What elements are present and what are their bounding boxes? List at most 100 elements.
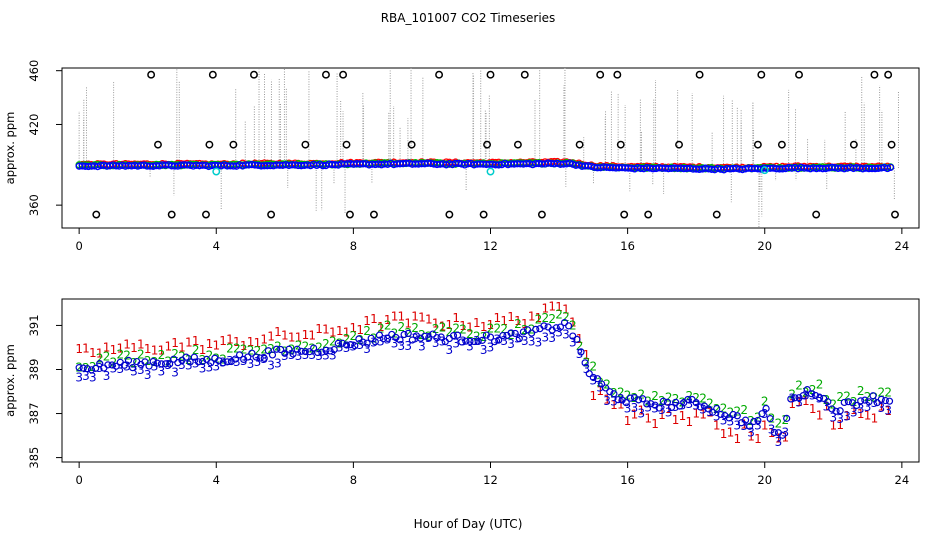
average-point	[466, 337, 474, 346]
average-point	[219, 359, 227, 367]
series-marker: 1	[816, 408, 824, 422]
series-marker: 1	[631, 408, 639, 422]
average-point	[589, 373, 597, 382]
average-point	[157, 360, 166, 368]
series-marker: 3	[555, 326, 563, 340]
series-marker: 1	[528, 310, 536, 324]
plot-frame	[61, 67, 920, 229]
series-marker: 2	[740, 403, 748, 417]
outlier-point	[695, 70, 704, 79]
series-marker: 3	[638, 406, 646, 420]
series-marker: 2	[439, 320, 447, 334]
average-point	[626, 394, 634, 402]
series-marker: 3	[686, 397, 694, 411]
average-point	[815, 394, 824, 402]
y-tick-label: 391	[27, 314, 41, 336]
x-tick-label: 4	[213, 239, 220, 253]
average-point	[285, 345, 293, 353]
series-marker: 1	[850, 403, 858, 417]
series-marker: 2	[706, 396, 714, 410]
average-point	[746, 422, 754, 430]
top-panel: 0 4 8 12 16 20 24 360 420 460 approx. ppm	[3, 60, 920, 253]
series-marker: 3	[137, 363, 145, 377]
series-marker: 2	[692, 391, 700, 405]
average-point	[877, 395, 885, 403]
average-point	[449, 332, 458, 340]
series-marker: 2	[555, 308, 563, 322]
series-marker: 1	[151, 344, 159, 358]
series-marker: 1	[336, 324, 344, 338]
series-marker: 1	[877, 399, 885, 413]
series-marker: 2	[603, 377, 611, 391]
average-point	[885, 397, 894, 405]
series-marker: 1	[775, 432, 783, 446]
series-marker: 1	[727, 425, 735, 439]
series-marker: 3	[816, 391, 824, 405]
series-marker: 1	[96, 347, 104, 361]
average-point	[799, 392, 807, 400]
series-marker: 2	[850, 395, 858, 409]
average-point	[482, 331, 490, 339]
series-marker: 3	[418, 339, 426, 353]
series-marker: 2	[308, 342, 316, 356]
average-point	[474, 337, 482, 346]
average-point	[647, 400, 655, 408]
average-point	[832, 407, 840, 415]
average-point	[153, 359, 161, 367]
outlier-point	[267, 210, 276, 219]
outlier-point	[520, 70, 529, 79]
series-marker: 1	[391, 310, 399, 324]
series-marker: 1	[302, 328, 310, 342]
series-marker: 3	[535, 336, 543, 350]
series-marker: 2	[843, 390, 851, 404]
average-point	[363, 339, 371, 347]
calibration-point	[212, 167, 221, 176]
y-tick-label: 460	[27, 60, 41, 82]
series-marker: 2	[590, 360, 598, 374]
series-marker: 2	[116, 348, 124, 362]
average-point	[342, 341, 351, 349]
average-point	[231, 355, 240, 363]
series-marker: 3	[377, 335, 385, 349]
series-marker: 2	[75, 360, 83, 374]
average-point	[429, 330, 437, 338]
series-marker: 1	[82, 342, 90, 356]
average-point	[384, 334, 392, 343]
series-marker: 3	[75, 370, 83, 384]
series-marker: 3	[603, 394, 611, 408]
y-tick-label: 360	[27, 194, 41, 216]
average-point	[606, 388, 614, 396]
series-marker: 1	[562, 302, 570, 316]
average-point	[791, 394, 799, 402]
series-marker: 2	[363, 324, 371, 338]
outlier-point	[575, 140, 584, 149]
average-point	[83, 365, 91, 373]
series-marker: 1	[679, 409, 687, 423]
x-tick-label: 20	[757, 473, 772, 487]
series-marker: 1	[514, 314, 522, 328]
y-tick-label: 389	[27, 359, 41, 381]
series-marker: 3	[733, 418, 741, 432]
series-marker: 2	[192, 343, 200, 357]
average-point	[161, 360, 170, 368]
series-marker: 1	[137, 338, 145, 352]
average-point	[581, 359, 589, 367]
average-point	[75, 364, 83, 372]
average-point	[565, 322, 573, 330]
x-tick-label: 0	[75, 473, 82, 487]
average-point	[758, 410, 766, 418]
series-marker: 3	[452, 337, 460, 351]
series-marker: 1	[548, 300, 556, 314]
outlier-point	[616, 140, 625, 149]
average-point	[416, 334, 425, 342]
series-marker: 2	[315, 340, 323, 354]
outlier-point	[757, 70, 766, 79]
average-point	[281, 349, 289, 357]
series-marker: 3	[624, 402, 632, 416]
series-marker: 3	[631, 401, 639, 415]
series-marker: 1	[788, 397, 796, 411]
series-marker: 3	[521, 334, 529, 348]
series-marker: 1	[583, 348, 591, 362]
series-marker: 1	[521, 317, 529, 331]
average-point	[741, 416, 750, 424]
